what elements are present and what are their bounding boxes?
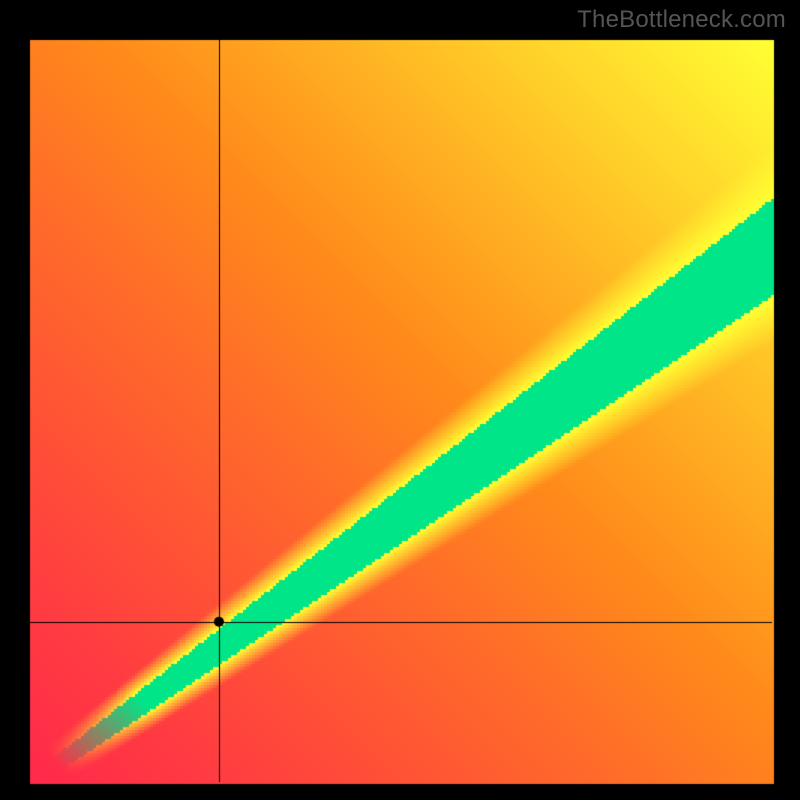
- bottleneck-heatmap-canvas: [0, 0, 800, 800]
- attribution-text: TheBottleneck.com: [577, 6, 786, 34]
- bottleneck-chart-container: { "attribution": { "text": "TheBottlenec…: [0, 0, 800, 800]
